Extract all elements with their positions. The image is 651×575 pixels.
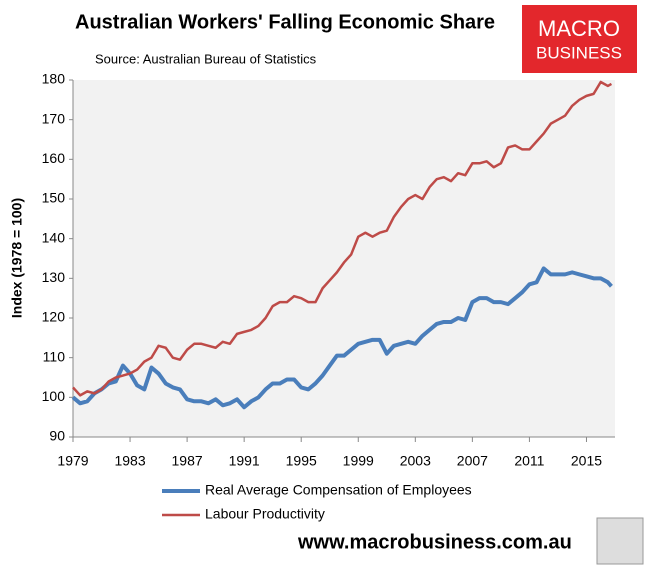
x-tick-label: 1991 [229, 453, 260, 469]
x-tick-label: 1999 [343, 453, 374, 469]
y-tick-label: 110 [43, 348, 66, 364]
series-line [71, 266, 613, 410]
logo [522, 5, 637, 73]
y-tick-label: 90 [49, 428, 65, 444]
x-tick-label: 2007 [457, 453, 488, 469]
x-tick-label: 2003 [400, 453, 431, 469]
y-tick-label: 120 [42, 309, 66, 325]
x-tick-label: 1987 [172, 453, 203, 469]
logo-text: BUSINESS [536, 43, 622, 62]
x-tick-label: 2011 [514, 453, 544, 469]
y-tick-label: 160 [42, 150, 66, 166]
plot-area [73, 80, 615, 437]
chart-subtitle: Source: Australian Bureau of Statistics [95, 51, 317, 66]
y-tick-label: 150 [42, 190, 66, 206]
legend-label: Real Average Compensation of Employees [205, 482, 472, 498]
series-line [72, 80, 613, 397]
x-tick-label: 1983 [114, 453, 145, 469]
x-tick-label: 2015 [571, 453, 602, 469]
y-tick-label: 180 [42, 71, 66, 87]
y-tick-label: 130 [42, 269, 66, 285]
y-tick-label: 100 [42, 388, 66, 404]
logo-text: MACRO [538, 16, 620, 41]
x-tick-label: 1979 [57, 453, 88, 469]
chart-title: Australian Workers' Falling Economic Sha… [75, 11, 495, 33]
y-tick-label: 170 [42, 110, 66, 126]
x-tick-label: 1995 [286, 453, 317, 469]
website: www.macrobusiness.com.au [297, 531, 572, 553]
mascot-image [596, 517, 644, 565]
y-axis-label: Index (1978 = 100) [9, 198, 25, 318]
legend-label: Labour Productivity [205, 506, 325, 522]
y-tick-label: 140 [42, 229, 66, 245]
